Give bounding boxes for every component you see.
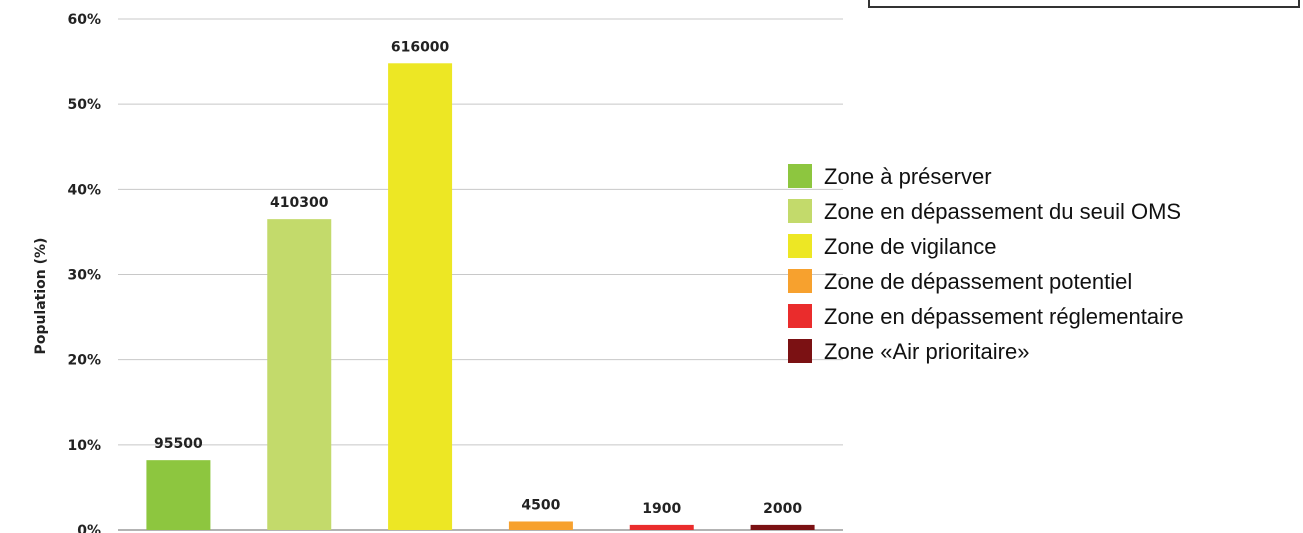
- y-tick-label: 0%: [77, 523, 101, 533]
- bar: [146, 460, 211, 530]
- data-label: 616000: [391, 39, 450, 55]
- data-label: 4500: [521, 497, 560, 513]
- corner-frame: [868, 0, 1300, 8]
- legend-swatch: [788, 199, 812, 223]
- legend: Zone à préserver Zone en dépassement du s…: [788, 164, 1184, 364]
- bar: [388, 63, 453, 530]
- data-label: 2000: [763, 501, 802, 517]
- legend-label: Zone de dépassement potentiel: [824, 269, 1132, 294]
- y-tick-label: 10%: [67, 438, 101, 454]
- legend-swatch: [788, 339, 812, 363]
- y-tick-label: 50%: [67, 97, 101, 113]
- y-tick-label: 40%: [67, 182, 101, 198]
- legend-swatch: [788, 269, 812, 293]
- data-label: 1900: [642, 501, 681, 517]
- bar: [750, 524, 815, 530]
- bars: [146, 63, 815, 530]
- data-label: 95500: [154, 436, 203, 452]
- y-axis-label: Population (%): [33, 238, 49, 355]
- data-label: 410300: [270, 195, 329, 211]
- data-labels: 95500 410300 616000 4500 1900 2000: [154, 39, 802, 517]
- legend-label: Zone de vigilance: [824, 234, 996, 259]
- legend-label: Zone «Air prioritaire»: [824, 339, 1029, 364]
- bar: [508, 521, 573, 530]
- gridlines: [118, 18, 843, 531]
- legend-label: Zone en dépassement du seuil OMS: [824, 199, 1181, 224]
- y-tick-label: 20%: [67, 353, 101, 369]
- legend-swatch: [788, 234, 812, 258]
- legend-swatch: [788, 304, 812, 328]
- y-axis-ticks: 0% 10% 20% 30% 40% 50% 60%: [67, 12, 101, 533]
- y-tick-label: 60%: [67, 12, 101, 28]
- legend-label: Zone en dépassement réglementaire: [824, 304, 1184, 329]
- y-tick-label: 30%: [67, 268, 101, 284]
- bar: [267, 219, 332, 530]
- legend-swatch: [788, 164, 812, 188]
- legend-label: Zone à préserver: [824, 164, 992, 189]
- bar: [629, 524, 694, 530]
